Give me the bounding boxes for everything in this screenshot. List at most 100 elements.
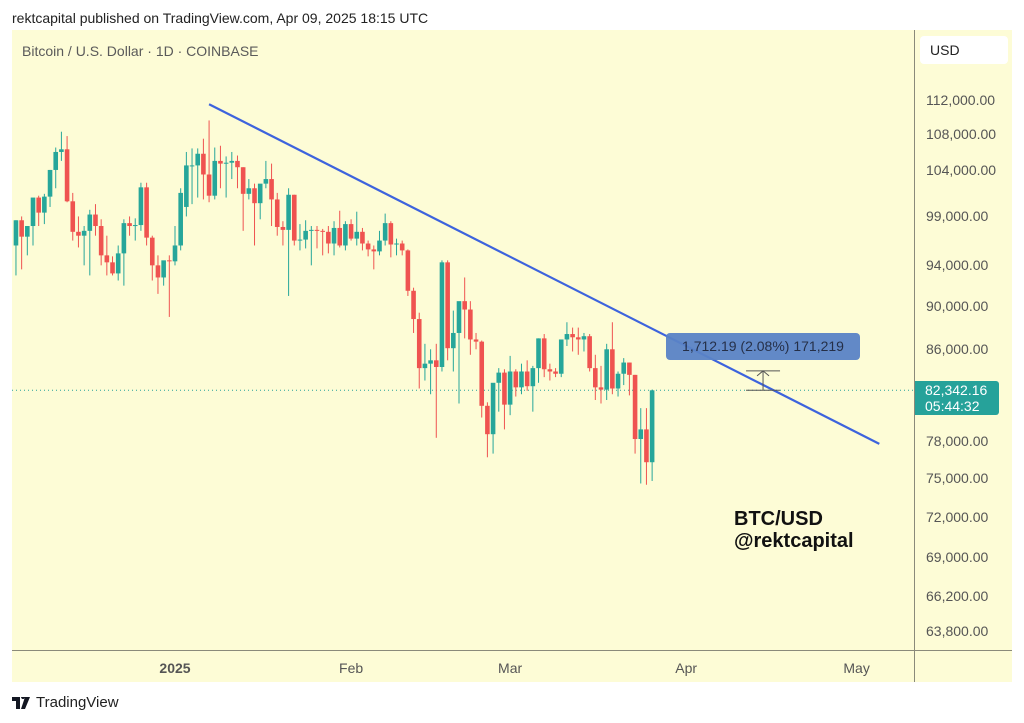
- time-tick: Feb: [339, 660, 364, 676]
- candle: [422, 343, 428, 381]
- candle: [485, 402, 490, 458]
- tradingview-logo-text: TradingView: [36, 694, 119, 711]
- time-tick: Mar: [498, 660, 523, 676]
- candle: [297, 224, 303, 251]
- candle: [644, 408, 649, 485]
- candle: [218, 145, 223, 189]
- candle: [115, 245, 121, 281]
- candle: [121, 219, 127, 286]
- candle: [149, 235, 155, 281]
- watermark-symbol: BTC/USD: [734, 508, 823, 530]
- candle: [610, 322, 615, 395]
- candle: [456, 301, 462, 404]
- candle: [451, 310, 456, 372]
- candle: [530, 365, 536, 412]
- candle: [127, 216, 132, 236]
- candle: [212, 147, 218, 200]
- candle: [286, 188, 291, 296]
- last-price-tag: 82,342.16 05:44:32: [915, 381, 999, 415]
- candle: [632, 374, 638, 454]
- candle: [604, 343, 609, 401]
- time-tick: May: [843, 660, 870, 676]
- candle: [411, 287, 416, 333]
- candle: [19, 216, 24, 270]
- candle: [64, 136, 70, 203]
- price-tick: 63,800.00: [926, 623, 989, 640]
- candle: [479, 340, 485, 418]
- time-tick: 2025: [159, 660, 191, 676]
- candle: [490, 382, 496, 454]
- candle: [172, 226, 178, 266]
- candle: [331, 221, 337, 256]
- price-tick: 104,000.00: [926, 161, 997, 178]
- candle: [496, 368, 502, 412]
- candle: [223, 156, 229, 198]
- candle: [570, 327, 575, 352]
- candle: [309, 226, 314, 266]
- candle: [564, 322, 570, 346]
- candle: [468, 301, 473, 355]
- candle: [81, 226, 87, 266]
- candle: [76, 216, 81, 248]
- candle: [348, 219, 354, 241]
- candle: [433, 343, 439, 438]
- candle: [326, 226, 331, 254]
- candle: [536, 338, 541, 383]
- candle: [87, 209, 93, 276]
- candle: [399, 240, 405, 256]
- price-tick: 72,000.00: [926, 508, 989, 525]
- measure-arrowhead: [756, 370, 770, 377]
- currency-button[interactable]: USD: [920, 36, 1008, 64]
- candle: [25, 226, 30, 256]
- candle: [144, 182, 149, 246]
- price-tick: 75,000.00: [926, 470, 989, 487]
- time-axis-divider: [12, 650, 1012, 651]
- candle: [291, 194, 297, 246]
- candle: [615, 371, 621, 397]
- candle: [541, 334, 547, 378]
- candle: [246, 179, 252, 200]
- price-tick: 99,000.00: [926, 208, 989, 225]
- candle: [155, 255, 161, 294]
- candle: [416, 312, 422, 389]
- candle: [519, 363, 524, 395]
- price-tick: 90,000.00: [926, 298, 989, 315]
- candle: [161, 260, 166, 286]
- candlestick-plot[interactable]: [12, 30, 914, 650]
- candle: [575, 327, 581, 355]
- candle: [502, 369, 507, 430]
- candle: [184, 151, 189, 217]
- published-line: rektcapital published on TradingView.com…: [12, 10, 429, 26]
- price-tick: 78,000.00: [926, 433, 989, 450]
- trendline[interactable]: [208, 103, 880, 445]
- candle: [593, 354, 598, 401]
- chart-title: Bitcoin / U.S. Dollar · 1D · COINBASE: [22, 43, 259, 59]
- candle: [445, 260, 450, 361]
- candle: [524, 360, 530, 391]
- candle: [13, 220, 19, 276]
- candle: [104, 235, 110, 276]
- candle: [138, 182, 144, 231]
- candle: [587, 334, 592, 372]
- candle: [394, 238, 399, 256]
- tradingview-logo[interactable]: TradingView: [12, 694, 119, 711]
- price-tick: 66,200.00: [926, 588, 989, 605]
- candle: [598, 365, 604, 404]
- candle: [269, 163, 274, 227]
- candle: [382, 213, 388, 246]
- candle: [98, 219, 104, 266]
- candle: [507, 355, 513, 416]
- candle: [649, 389, 655, 481]
- time-tick: Apr: [675, 660, 698, 676]
- candle: [513, 369, 519, 397]
- price-tick: 69,000.00: [926, 549, 989, 566]
- candle: [405, 249, 411, 296]
- candle: [377, 230, 382, 256]
- candle: [547, 363, 553, 381]
- candle: [70, 192, 76, 241]
- candle: [473, 332, 479, 350]
- candle: [201, 138, 206, 200]
- candle: [195, 148, 201, 198]
- candle: [274, 192, 280, 236]
- candle: [303, 220, 308, 249]
